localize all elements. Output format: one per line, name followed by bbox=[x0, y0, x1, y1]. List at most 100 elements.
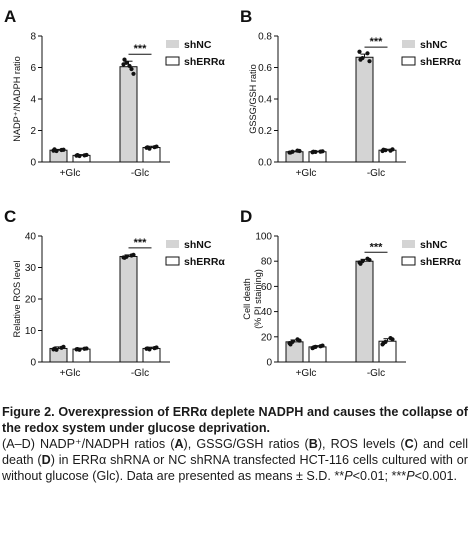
data-point bbox=[152, 145, 157, 150]
caption-body: (A–D) NADP⁺/NADPH ratios (A), GSSG/GSH r… bbox=[2, 436, 468, 484]
figure-panels: A 0 2 4 6 8 +Glc -Glc NADP⁺/NADPH ratio *** shNC sh… bbox=[4, 7, 461, 379]
significance-label: *** bbox=[370, 241, 384, 253]
data-point bbox=[59, 345, 64, 350]
data-point bbox=[82, 153, 87, 158]
x-tick-label: +Glc bbox=[60, 368, 81, 379]
caption-run: P bbox=[344, 469, 353, 483]
y-tick-label: 0 bbox=[30, 158, 36, 169]
data-point bbox=[311, 345, 316, 350]
caption-run: C bbox=[404, 437, 414, 451]
significance-label: *** bbox=[370, 36, 384, 48]
y-axis-label-line: Cell death bbox=[242, 278, 252, 319]
y-axis-label: Cell death(% PI staining) bbox=[242, 269, 263, 329]
y-axis-label-line: (% PI staining) bbox=[253, 269, 263, 329]
data-point bbox=[388, 148, 393, 153]
data-point bbox=[145, 346, 150, 351]
y-axis-label-line: GSSG/GSH ratio bbox=[248, 64, 258, 133]
y-tick-label: 10 bbox=[25, 326, 37, 337]
data-point bbox=[357, 49, 362, 54]
data-point bbox=[295, 148, 300, 153]
data-point bbox=[318, 149, 323, 154]
data-point bbox=[318, 344, 323, 349]
y-tick-label: 40 bbox=[25, 232, 37, 243]
figure-caption: Figure 2. Overexpression of ERRα deplete… bbox=[2, 404, 468, 484]
data-point bbox=[358, 57, 363, 62]
data-point bbox=[358, 261, 363, 266]
y-axis-label-line: NADP⁺/NADPH ratio bbox=[12, 56, 22, 142]
y-tick-label: 0 bbox=[30, 358, 36, 369]
data-point bbox=[152, 346, 157, 351]
legend-swatch bbox=[165, 56, 180, 66]
y-axis-label: NADP⁺/NADPH ratio bbox=[12, 56, 22, 142]
panel-label: C bbox=[4, 207, 16, 226]
data-point bbox=[365, 256, 370, 261]
y-axis-label-line: Relative ROS level bbox=[12, 260, 22, 337]
significance-label: *** bbox=[134, 43, 148, 55]
legend-label: shERRα bbox=[184, 56, 225, 68]
data-point bbox=[388, 335, 393, 341]
chart-panel-B: B 0.0 0.2 0.4 0.6 0.8 +Glc -Glc GSSG/GSH ratio **… bbox=[240, 7, 461, 179]
data-point bbox=[124, 60, 129, 65]
y-tick-label: 2 bbox=[30, 126, 36, 137]
data-point bbox=[59, 147, 64, 153]
data-point bbox=[365, 51, 370, 56]
legend-label: shNC bbox=[184, 39, 212, 51]
y-tick-label: 0 bbox=[266, 358, 272, 369]
data-point bbox=[129, 66, 134, 72]
caption-run: B bbox=[308, 437, 318, 451]
y-tick-label: 60 bbox=[261, 282, 273, 293]
data-point bbox=[52, 346, 57, 351]
panel-label: A bbox=[4, 7, 16, 26]
panel-label: B bbox=[240, 7, 252, 26]
caption-run: <0.001. bbox=[414, 469, 457, 483]
caption-run: <0.01; *** bbox=[352, 469, 407, 483]
data-point bbox=[129, 253, 134, 258]
data-point bbox=[295, 337, 300, 342]
y-tick-label: 0.6 bbox=[258, 63, 272, 74]
y-tick-label: 100 bbox=[255, 232, 272, 243]
data-point bbox=[381, 341, 386, 346]
y-tick-label: 8 bbox=[30, 32, 36, 43]
caption-run: (A–D) NADP⁺/NADPH ratios ( bbox=[2, 437, 175, 451]
caption-run: D bbox=[41, 453, 51, 467]
data-point bbox=[131, 71, 136, 76]
chart-panel-A: A 0 2 4 6 8 +Glc -Glc NADP⁺/NADPH ratio *** shNC sh… bbox=[4, 7, 225, 179]
data-point bbox=[367, 59, 372, 64]
y-tick-label: 80 bbox=[261, 257, 273, 268]
y-tick-label: 4 bbox=[30, 95, 36, 106]
data-point bbox=[122, 57, 127, 62]
bar bbox=[355, 260, 374, 363]
legend-label: shERRα bbox=[420, 256, 461, 268]
panel-label: D bbox=[240, 207, 252, 226]
y-tick-label: 30 bbox=[25, 263, 37, 274]
bar bbox=[355, 56, 374, 163]
chart-panel-C: C 0 10 20 30 40 +Glc -Glc Relative ROS level *** s… bbox=[4, 207, 225, 379]
y-tick-label: 20 bbox=[261, 332, 273, 343]
legend-label: shNC bbox=[420, 39, 448, 51]
significance-label: *** bbox=[134, 237, 148, 249]
data-point bbox=[122, 255, 127, 260]
data-point bbox=[145, 145, 150, 150]
caption-run: P bbox=[406, 469, 415, 483]
y-axis-label: Relative ROS level bbox=[12, 260, 22, 337]
y-tick-label: 0.0 bbox=[258, 158, 272, 169]
y-tick-label: 40 bbox=[261, 307, 273, 318]
y-axis-label: GSSG/GSH ratio bbox=[248, 64, 258, 133]
legend-swatch bbox=[401, 56, 416, 66]
data-point bbox=[288, 342, 293, 347]
x-tick-label: -Glc bbox=[131, 368, 149, 379]
x-tick-label: +Glc bbox=[60, 168, 81, 179]
data-point bbox=[75, 346, 80, 352]
data-point bbox=[288, 150, 293, 155]
x-tick-label: +Glc bbox=[296, 168, 317, 179]
legend-swatch bbox=[401, 256, 416, 266]
y-tick-label: 20 bbox=[25, 295, 37, 306]
x-tick-label: -Glc bbox=[367, 368, 385, 379]
caption-run: ), ROS levels ( bbox=[317, 437, 405, 451]
y-tick-label: 6 bbox=[30, 63, 36, 74]
chart-panel-D: D 0 20 40 60 80 100 +Glc -Glc Cell death(% PI sta… bbox=[240, 207, 461, 379]
data-point bbox=[311, 149, 316, 154]
legend-label: shERRα bbox=[184, 256, 225, 268]
legend-swatch bbox=[402, 240, 415, 248]
data-point bbox=[82, 346, 87, 351]
